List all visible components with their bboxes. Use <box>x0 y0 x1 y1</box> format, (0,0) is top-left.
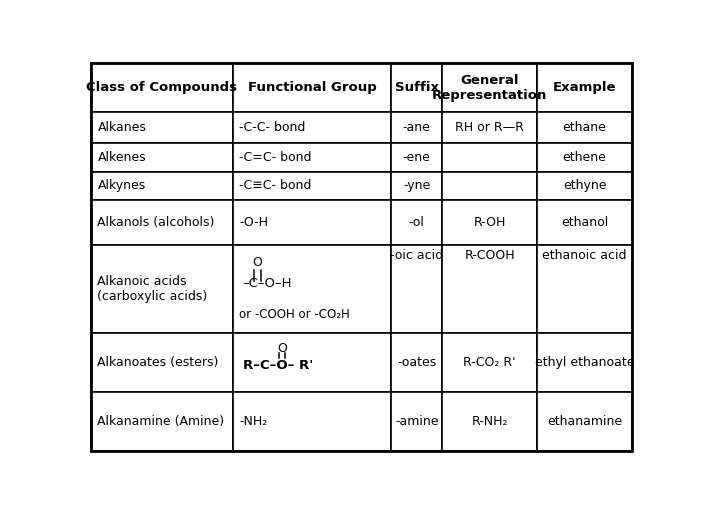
Text: R-CO₂ R': R-CO₂ R' <box>463 356 516 370</box>
Bar <box>537 144 632 172</box>
Text: -amine: -amine <box>395 415 439 428</box>
Text: ethane: ethane <box>563 121 606 134</box>
Text: R–C–O– R': R–C–O– R' <box>243 359 313 372</box>
Bar <box>391 112 442 144</box>
Text: -O-H: -O-H <box>240 216 269 229</box>
Text: Suffix: Suffix <box>395 81 439 94</box>
Text: ethanoic acid: ethanoic acid <box>542 249 627 262</box>
Bar <box>91 200 233 245</box>
Bar <box>91 333 233 392</box>
Text: -C=C- bond: -C=C- bond <box>240 151 312 164</box>
Bar <box>91 144 233 172</box>
Bar <box>391 200 442 245</box>
Bar <box>391 333 442 392</box>
Text: Example: Example <box>553 81 616 94</box>
Bar <box>442 333 537 392</box>
Text: Alkynes: Alkynes <box>97 179 146 192</box>
Text: ethyne: ethyne <box>563 179 606 192</box>
Bar <box>442 144 537 172</box>
Text: Alkanamine (Amine): Alkanamine (Amine) <box>97 415 224 428</box>
Text: ethanol: ethanol <box>561 216 608 229</box>
Text: ethyl ethanoate: ethyl ethanoate <box>535 356 634 370</box>
Bar <box>537 245 632 333</box>
Bar <box>91 112 233 144</box>
Text: O: O <box>252 257 262 269</box>
Bar <box>91 172 233 200</box>
Text: RH or R—R: RH or R—R <box>455 121 524 134</box>
Bar <box>537 63 632 112</box>
Text: -ene: -ene <box>403 151 431 164</box>
Bar <box>442 200 537 245</box>
Bar <box>442 63 537 112</box>
Bar <box>442 392 537 451</box>
Text: -oic acid: -oic acid <box>390 249 443 262</box>
Text: O: O <box>277 342 287 355</box>
Bar <box>91 392 233 451</box>
Text: Class of Compounds: Class of Compounds <box>87 81 238 94</box>
Bar <box>391 392 442 451</box>
Bar <box>233 112 391 144</box>
Bar <box>391 63 442 112</box>
Bar <box>233 245 391 333</box>
Bar <box>391 172 442 200</box>
Text: –C–O–H: –C–O–H <box>243 277 293 290</box>
Bar <box>391 245 442 333</box>
Text: ethene: ethene <box>563 151 606 164</box>
Bar <box>391 144 442 172</box>
Text: General
Representation: General Representation <box>432 73 547 101</box>
Bar <box>442 245 537 333</box>
Text: Alkanols (alcohols): Alkanols (alcohols) <box>97 216 215 229</box>
Text: or -COOH or -CO₂H: or -COOH or -CO₂H <box>240 307 350 321</box>
Bar <box>91 245 233 333</box>
Bar <box>233 144 391 172</box>
Text: -yne: -yne <box>403 179 430 192</box>
Bar <box>537 172 632 200</box>
Bar <box>537 112 632 144</box>
Text: Functional Group: Functional Group <box>247 81 376 94</box>
Bar <box>537 200 632 245</box>
Bar <box>233 333 391 392</box>
Text: -C≡C- bond: -C≡C- bond <box>240 179 312 192</box>
Bar <box>537 392 632 451</box>
Bar <box>233 200 391 245</box>
Bar <box>233 392 391 451</box>
Bar <box>537 333 632 392</box>
Text: -ol: -ol <box>409 216 424 229</box>
Text: -NH₂: -NH₂ <box>240 415 268 428</box>
Text: -ane: -ane <box>403 121 431 134</box>
Bar <box>233 63 391 112</box>
Text: R-OH: R-OH <box>474 216 506 229</box>
Bar <box>233 172 391 200</box>
Text: R-COOH: R-COOH <box>465 249 515 262</box>
Bar <box>91 63 233 112</box>
Text: ethanamine: ethanamine <box>547 415 622 428</box>
Bar <box>442 172 537 200</box>
Text: -oates: -oates <box>397 356 436 370</box>
Bar <box>442 112 537 144</box>
Text: -C-C- bond: -C-C- bond <box>240 121 306 134</box>
Text: Alkenes: Alkenes <box>97 151 146 164</box>
Text: Alkanoates (esters): Alkanoates (esters) <box>97 356 219 370</box>
Text: R-NH₂: R-NH₂ <box>472 415 508 428</box>
Text: Alkanoic acids
(carboxylic acids): Alkanoic acids (carboxylic acids) <box>97 275 208 303</box>
Text: Alkanes: Alkanes <box>97 121 147 134</box>
